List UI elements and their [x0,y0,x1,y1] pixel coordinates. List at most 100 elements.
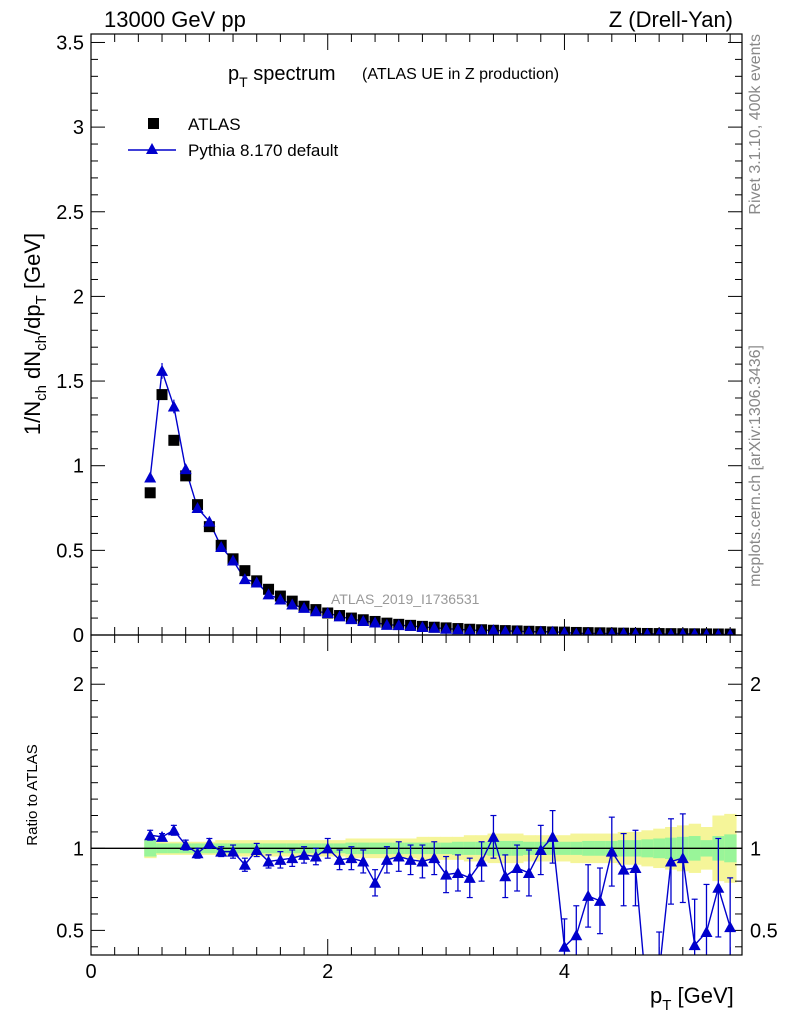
atlas-point [239,565,251,577]
header-process-label: Z (Drell-Yan) [609,7,733,32]
ratio-point [380,853,393,865]
ratio-point [534,843,547,855]
pythia-point [167,400,180,412]
pythia-point [678,627,687,635]
pythia-point [179,463,192,475]
ratio-point [570,929,583,941]
top-y-tick-labels: 0 0.5 1 1.5 2 2.5 3 3.5 [56,32,84,647]
top-y-tick-label: 1 [73,456,84,478]
x-tick-label: 2 [322,961,333,983]
pythia-point [475,624,488,635]
bottom-y-tick-label-right: 0.5 [750,920,778,942]
ratio-point [345,852,358,864]
atlas-point [203,521,215,533]
pythia-point [144,471,157,483]
ratio-point [499,870,512,882]
pythia-point [607,627,616,635]
top-y-axis-title: 1/Nch dNch/dpT [GeV] [20,233,50,435]
bottom-y-tick-label-left: 1 [73,838,84,860]
pythia-point [380,618,393,630]
ratio-point [392,850,405,862]
pythia-point [428,621,441,633]
ratio-point [475,855,488,867]
legend-label-atlas: ATLAS [188,115,241,134]
ratio-point [238,858,251,870]
x-axis-title: pT [GeV] [650,983,734,1014]
pythia-point [286,598,299,610]
legend-marker-atlas [148,118,159,129]
pythia-point [463,624,476,635]
bottom-panel-frame [90,634,743,956]
pythia-point [156,364,169,376]
ratio-points [144,809,737,955]
ratio-point [191,847,204,859]
pythia-point [404,619,417,631]
pythia-point [595,627,605,635]
ratio-point [227,845,240,857]
pythia-point [191,502,204,514]
atlas-point [156,389,168,401]
pythia-point [499,625,511,635]
atlas-point [144,487,156,499]
top-y-tick-label: 2.5 [56,202,84,224]
bottom-y-tick-label-left: 0.5 [56,920,84,942]
top-panel-points [144,362,736,635]
x-tick-label: 4 [559,961,570,983]
pythia-point [250,576,263,588]
svg-text:pT spectrum: pT spectrum [228,63,336,90]
header-energy-label: 13000 GeV pp [104,7,246,32]
pythia-point [215,540,228,552]
top-y-tick-label: 3 [73,117,84,139]
ratio-point [333,853,346,865]
ratio-point [724,921,737,933]
ratio-y-axis-title: Ratio to ATLAS [24,744,41,845]
legend-label-pythia: Pythia 8.170 default [188,141,339,160]
top-y-tick-label: 0 [73,625,84,647]
ratio-point [558,940,571,952]
bottom-panel-ticks [90,635,742,955]
ratio-point [369,876,382,888]
pythia-point [262,588,275,600]
pythia-point [238,573,251,585]
x-tick-labels: 0 2 4 [85,961,570,983]
top-y-tick-label: 0.5 [56,540,84,562]
bottom-y-tick-label-right: 1 [750,838,761,860]
svg-text:pT [GeV]: pT [GeV] [650,983,734,1014]
ratio-point [298,848,311,860]
pythia-point [451,623,464,635]
ratio-point [262,855,275,867]
ratio-point [700,926,713,938]
ratio-point [593,894,606,906]
plot-subtitle: (ATLAS UE in Z production) [362,66,559,83]
pythia-point [559,626,570,635]
pythia-point [298,601,311,613]
pythia-point [369,616,382,628]
ratio-point [428,852,441,864]
pythia-point [309,605,322,617]
ratio-point [215,845,228,857]
bottom-y-tick-label-right: 2 [750,674,761,696]
pythia-point [203,515,216,527]
ratio-point [582,889,595,901]
ratio-point [404,853,417,865]
ratio-point [712,881,725,893]
pythia-point [440,622,453,634]
pythia-point [357,614,370,626]
svg-text:1/Nch dNch/dpT [GeV]: 1/Nch dNch/dpT [GeV] [20,233,50,435]
ratio-point [274,853,287,865]
ratio-point [463,871,476,883]
pythia-point [583,627,593,635]
ratio-point [179,839,192,851]
pythia-point [572,627,581,635]
ratio-point [250,843,263,855]
pythia-point [345,613,358,625]
legend-marker-pythia [146,143,158,154]
ratio-point [664,855,677,867]
ratio-point [676,852,689,864]
atlas-point [180,470,192,482]
ratio-point [440,868,453,880]
top-y-tick-label: 2 [73,286,84,308]
ratio-point [357,855,370,867]
ratio-point [144,829,157,841]
